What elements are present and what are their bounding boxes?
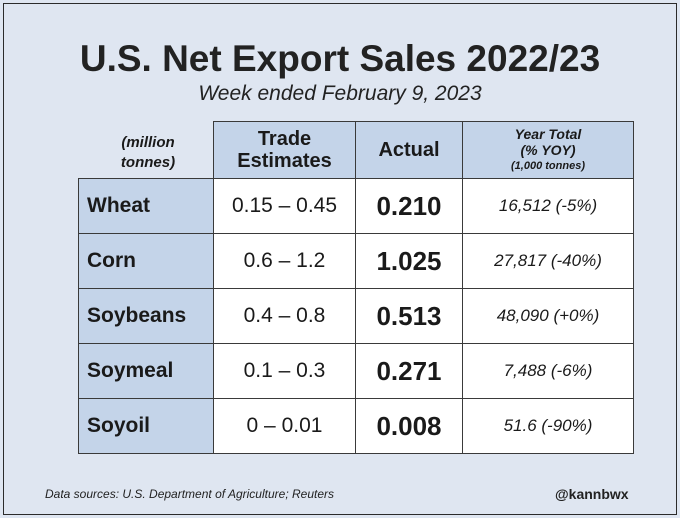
data-source-note: Data sources: U.S. Department of Agricul… xyxy=(45,487,335,501)
header-row: Trade Estimates Actual Year Total (% YOY… xyxy=(79,121,634,179)
actual-value-cell: 0.271 xyxy=(355,343,463,399)
chart-subtitle: Week ended February 9, 2023 xyxy=(198,82,482,105)
corner-cell xyxy=(79,122,214,179)
commodity-label: Corn xyxy=(78,233,214,289)
actual-value-cell: 0.513 xyxy=(355,288,463,344)
year-total-cell: 27,817 (-40%) xyxy=(462,233,634,289)
actual-value-cell: 1.025 xyxy=(355,233,463,289)
header-year-total: Year Total (% YOY) (1,000 tonnes) xyxy=(462,121,634,179)
export-sales-table: Trade Estimates Actual Year Total (% YOY… xyxy=(78,121,634,454)
header-year-total-units: (1,000 tonnes) xyxy=(511,160,585,172)
units-note: (million tonnes) xyxy=(120,134,176,171)
trade-estimates-cell: 0.6 – 1.2 xyxy=(213,233,356,289)
trade-estimates-cell: 0 – 0.01 xyxy=(213,398,356,454)
actual-value-cell: 0.210 xyxy=(355,178,463,234)
table-row: Soymeal 0.1 – 0.3 0.271 7,488 (-6%) xyxy=(78,343,634,399)
year-total-cell: 16,512 (-5%) xyxy=(462,178,634,234)
year-total-cell: 51.6 (-90%) xyxy=(462,398,634,454)
table-row: Wheat 0.15 – 0.45 0.210 16,512 (-5%) xyxy=(78,178,634,234)
actual-value-cell: 0.008 xyxy=(355,398,463,454)
header-trade-estimates: Trade Estimates xyxy=(213,121,356,179)
commodity-label: Soyoil xyxy=(78,398,214,454)
trade-estimates-cell: 0.15 – 0.45 xyxy=(213,178,356,234)
table-row: Soybeans 0.4 – 0.8 0.513 48,090 (+0%) xyxy=(78,288,634,344)
commodity-label: Soymeal xyxy=(78,343,214,399)
trade-estimates-cell: 0.4 – 0.8 xyxy=(213,288,356,344)
header-year-total-label: Year Total xyxy=(514,126,582,142)
header-actual: Actual xyxy=(355,121,463,179)
commodity-label: Wheat xyxy=(78,178,214,234)
header-year-total-sub: (% YOY) xyxy=(520,142,576,158)
chart-title: U.S. Net Export Sales 2022/23 xyxy=(79,38,601,79)
year-total-cell: 7,488 (-6%) xyxy=(462,343,634,399)
year-total-cell: 48,090 (+0%) xyxy=(462,288,634,344)
table-row: Soyoil 0 – 0.01 0.008 51.6 (-90%) xyxy=(78,398,634,454)
trade-estimates-cell: 0.1 – 0.3 xyxy=(213,343,356,399)
author-handle: @kannbwx xyxy=(555,486,629,502)
commodity-label: Soybeans xyxy=(78,288,214,344)
table-row: Corn 0.6 – 1.2 1.025 27,817 (-40%) xyxy=(78,233,634,289)
